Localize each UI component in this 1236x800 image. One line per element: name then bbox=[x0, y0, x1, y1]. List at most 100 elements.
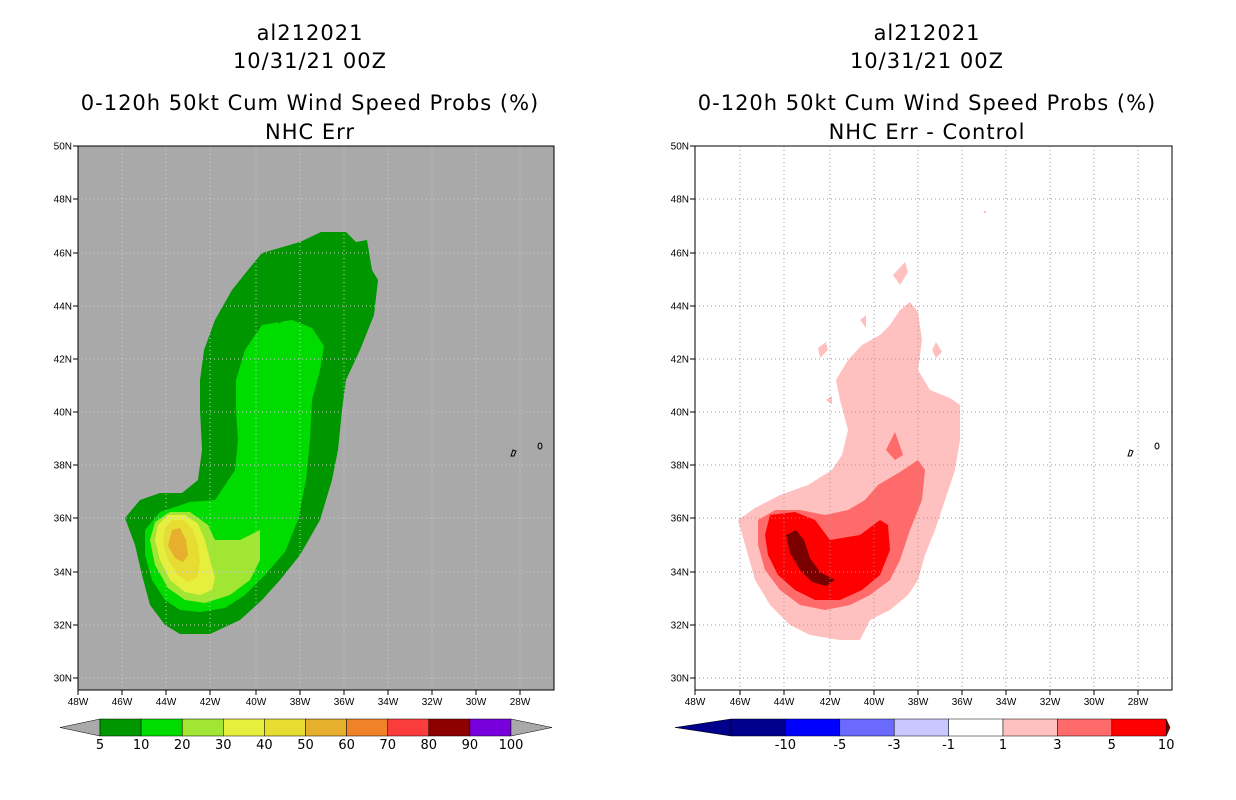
left-coast-marks bbox=[510, 442, 543, 457]
colorbar-swatch bbox=[140, 718, 183, 737]
colorbar-label: 40 bbox=[256, 738, 273, 753]
colorbar-swatch bbox=[387, 718, 430, 737]
colorbar-swatch bbox=[1111, 718, 1167, 737]
lat-tick-label: 40N bbox=[54, 408, 72, 419]
colorbar-label: -3 bbox=[888, 738, 901, 753]
left-lat-axis: 50N 48N 46N 44N 42N 40N 38N 36N 34N 32N 30N bbox=[54, 142, 78, 685]
colorbar-label: 100 bbox=[499, 738, 524, 753]
lon-tick-label: 38W bbox=[290, 697, 311, 708]
colorbar-label: 3 bbox=[1053, 738, 1061, 753]
lat-tick-label: 38N bbox=[671, 461, 689, 472]
left-colorbar: 5 10 20 30 40 50 60 70 80 90 100 bbox=[59, 718, 553, 753]
lon-tick-label: 36W bbox=[334, 697, 355, 708]
lon-tick-label: 32W bbox=[422, 697, 443, 708]
colorbar-label: -1 bbox=[942, 738, 955, 753]
right-lon-axis: 48W 46W 44W 42W 40W 38W 36W 34W 32W 30W 28W bbox=[685, 690, 1149, 708]
left-island-outline bbox=[510, 449, 517, 457]
colorbar-swatch bbox=[469, 718, 512, 737]
right-title-line-3: 0-120h 50kt Cum Wind Speed Probs (%) bbox=[698, 91, 1156, 115]
colorbar-swatch bbox=[1002, 718, 1058, 737]
colorbar-label: 5 bbox=[96, 738, 104, 753]
left-panel: al212021 10/31/21 00Z 0-120h 50kt Cum Wi… bbox=[54, 21, 555, 753]
lat-tick-label: 44N bbox=[671, 302, 689, 313]
lon-tick-label: 36W bbox=[952, 697, 973, 708]
lon-tick-label: 38W bbox=[908, 697, 929, 708]
lat-tick-label: 46N bbox=[54, 249, 72, 260]
colorbar-high-arrow bbox=[1165, 718, 1171, 737]
left-title-line-2: 10/31/21 00Z bbox=[233, 49, 387, 73]
colorbar-swatch bbox=[839, 718, 895, 737]
colorbar-label: 80 bbox=[421, 738, 438, 753]
lat-tick-label: 40N bbox=[671, 408, 689, 419]
colorbar-label: -10 bbox=[775, 738, 796, 753]
lat-tick-label: 38N bbox=[54, 461, 72, 472]
lat-tick-label: 34N bbox=[54, 568, 72, 579]
colorbar-low-arrow bbox=[59, 718, 101, 737]
lon-tick-label: 32W bbox=[1040, 697, 1061, 708]
lon-tick-label: 28W bbox=[510, 697, 531, 708]
lat-tick-label: 44N bbox=[54, 302, 72, 313]
lat-tick-label: 46N bbox=[671, 249, 689, 260]
right-island-outline bbox=[1127, 449, 1134, 457]
right-title-line-2: 10/31/21 00Z bbox=[850, 49, 1004, 73]
lon-tick-label: 42W bbox=[820, 697, 841, 708]
colorbar-swatch bbox=[428, 718, 471, 737]
left-islet-outline bbox=[537, 442, 543, 450]
right-contour-1-islet-d bbox=[860, 315, 866, 328]
colorbar-label: 90 bbox=[462, 738, 479, 753]
right-contour-1-islet-a bbox=[818, 342, 828, 358]
lon-tick-label: 34W bbox=[996, 697, 1017, 708]
colorbar-label: 10 bbox=[1158, 738, 1175, 753]
colorbar-swatch bbox=[223, 718, 265, 737]
lat-tick-label: 36N bbox=[54, 514, 72, 525]
lat-tick-label: 36N bbox=[671, 514, 689, 525]
lon-tick-label: 28W bbox=[1128, 697, 1149, 708]
colorbar-label: 1 bbox=[999, 738, 1007, 753]
colorbar-low-arrow bbox=[674, 718, 732, 737]
right-contour-10 bbox=[786, 530, 835, 586]
lat-tick-label: 32N bbox=[54, 621, 72, 632]
colorbar-swatch bbox=[893, 718, 949, 737]
colorbar-label: 30 bbox=[215, 738, 232, 753]
colorbar-label: 5 bbox=[1108, 738, 1116, 753]
right-lat-axis: 50N 48N 46N 44N 42N 40N 38N 36N 34N 32N 30N bbox=[671, 142, 695, 685]
lat-tick-label: 30N bbox=[54, 674, 72, 685]
colorbar-swatch bbox=[264, 718, 306, 737]
lon-tick-label: 40W bbox=[864, 697, 885, 708]
lon-tick-label: 40W bbox=[246, 697, 267, 708]
right-islet-outline bbox=[1154, 442, 1160, 450]
right-contour-1-north bbox=[893, 262, 908, 285]
left-title-line-4: NHC Err bbox=[265, 120, 355, 144]
colorbar-label: 60 bbox=[338, 738, 355, 753]
left-grid bbox=[78, 146, 554, 690]
colorbar-swatch bbox=[181, 718, 224, 737]
colorbar-label: 50 bbox=[297, 738, 314, 753]
lon-tick-label: 30W bbox=[466, 697, 487, 708]
lon-tick-label: 44W bbox=[156, 697, 177, 708]
left-contour-50 bbox=[168, 528, 188, 562]
lat-tick-label: 50N bbox=[54, 142, 72, 153]
colorbar-high-arrow bbox=[510, 718, 553, 737]
colorbar-swatch bbox=[1057, 718, 1113, 737]
left-title-line-1: al212021 bbox=[257, 21, 364, 45]
colorbar-label: 10 bbox=[133, 738, 150, 753]
lon-tick-label: 48W bbox=[68, 697, 89, 708]
right-contour-1-islet-b bbox=[932, 342, 942, 358]
colorbar-swatch bbox=[730, 718, 786, 737]
right-coast-marks bbox=[983, 210, 1160, 457]
colorbar-swatch bbox=[305, 718, 347, 737]
colorbar-label: 20 bbox=[174, 738, 191, 753]
right-title-line-1: al212021 bbox=[874, 21, 981, 45]
right-panel: al212021 10/31/21 00Z 0-120h 50kt Cum Wi… bbox=[671, 21, 1175, 753]
lat-tick-label: 48N bbox=[671, 195, 689, 206]
lon-tick-label: 48W bbox=[685, 697, 706, 708]
right-colorbar: -10 -5 -3 -1 1 3 5 10 bbox=[674, 718, 1175, 753]
left-map-frame bbox=[77, 145, 555, 691]
colorbar-swatch bbox=[99, 718, 142, 737]
right-map-frame bbox=[694, 145, 1173, 691]
colorbar-label: -5 bbox=[833, 738, 846, 753]
colorbar-label: 70 bbox=[379, 738, 396, 753]
lat-tick-label: 48N bbox=[54, 195, 72, 206]
right-title-line-4: NHC Err - Control bbox=[829, 120, 1026, 144]
